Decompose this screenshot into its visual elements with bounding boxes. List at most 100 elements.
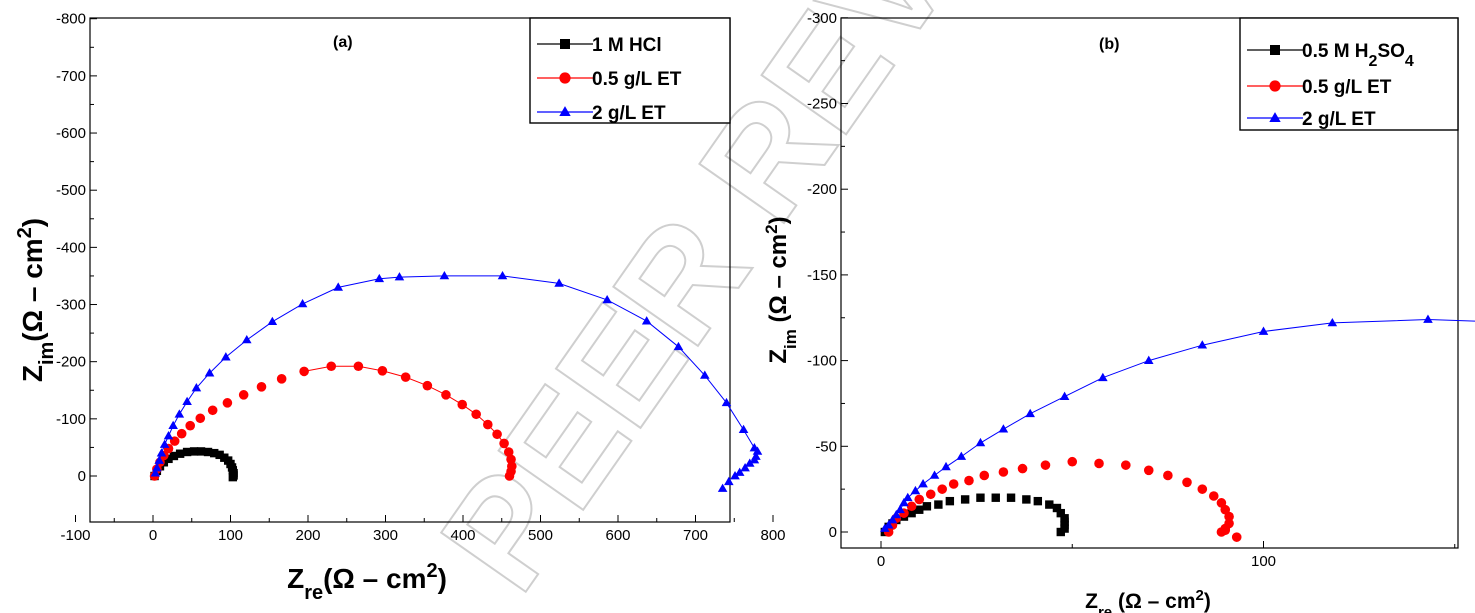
data-point (918, 479, 928, 488)
legend-label: 2 g/L ET (1302, 109, 1376, 130)
data-point (602, 294, 612, 304)
data-point (152, 463, 162, 472)
plot-frame (840, 17, 1459, 549)
data-point (1231, 532, 1242, 542)
data-point (934, 500, 943, 509)
data-point (891, 509, 902, 519)
data-point (914, 494, 925, 505)
data-point (744, 458, 755, 467)
data-point (1163, 470, 1173, 481)
legend-marker (1269, 80, 1281, 92)
x-tick-label: 700 (683, 527, 708, 544)
data-point (749, 455, 760, 464)
legend-marker (1270, 45, 1280, 55)
legend: 0.5 M H2SO4 0.5 g/L ET 2 g/L ET (1239, 17, 1459, 131)
data-point (276, 374, 287, 384)
data-point (1067, 456, 1078, 467)
y-title-part: 2 (14, 227, 36, 238)
data-point (182, 447, 192, 457)
y-tick-label: -700 (56, 68, 86, 85)
y-title-part: ) (765, 216, 792, 224)
data-point (326, 361, 337, 372)
y-tick-label: 0 (78, 468, 86, 485)
data-point (1025, 408, 1035, 418)
data-point (960, 495, 970, 504)
legend: 1 M HCl 0.5 g/L ET 2 g/L ET (529, 17, 731, 124)
data-point (164, 454, 173, 464)
y-title-part: (Ω – cm (765, 234, 792, 329)
legend-label: 0.5 g/L ET (592, 69, 682, 90)
x-title-part: Z (287, 563, 304, 594)
y-title-part: 2 (762, 224, 781, 233)
data-point (176, 428, 187, 439)
legend-marker (560, 39, 570, 49)
data-point (1094, 458, 1104, 469)
data-point (299, 366, 309, 377)
y-tick-label: -50 (815, 438, 837, 455)
series-line (154, 275, 755, 474)
data-point (937, 484, 947, 494)
data-point (353, 361, 364, 372)
data-point (441, 390, 451, 400)
x-axis-title: Zre (Ω – cm2) (1085, 587, 1211, 613)
x-title-part: (Ω – cm (1112, 590, 1195, 613)
panel-a-chart: -100 0 100 200 300 400 500 600 700 800 0 -100 -200 -3… (14, 11, 786, 604)
x-tick-label: 500 (528, 527, 553, 544)
data-point (1056, 508, 1065, 518)
data-point (499, 438, 509, 449)
y-title-part: Z (17, 365, 48, 382)
x-tick-label: 100 (218, 527, 243, 544)
series-line (884, 318, 1475, 529)
data-point (998, 424, 1009, 433)
x-title-part: ) (1204, 590, 1211, 613)
data-point (554, 278, 564, 287)
data-point (941, 461, 951, 471)
legend-label-part: 0.5 g/L ET (1302, 77, 1392, 98)
legend-marker (1269, 112, 1281, 122)
data-point (189, 447, 199, 456)
data-point (964, 475, 974, 486)
y-tick-label: -100 (56, 411, 86, 428)
x-tick-label: 600 (605, 527, 630, 544)
data-point (700, 370, 710, 379)
y-axis-title: Zim (Ω – cm2) (762, 216, 800, 363)
y-tick-label: 0 (829, 524, 837, 541)
x-title-part: 2 (1196, 587, 1204, 604)
panel-b-chart: 01002003000-50-100-150-200-250-300(b)0.5… (762, 10, 1475, 613)
data-point (1143, 465, 1154, 476)
data-point (210, 448, 219, 458)
data-point (883, 520, 894, 529)
data-point (175, 449, 185, 458)
data-point (922, 502, 932, 511)
data-point (497, 270, 508, 280)
data-point (673, 341, 684, 351)
data-point (752, 446, 763, 455)
data-point (998, 467, 1009, 477)
data-point (907, 508, 916, 518)
y-tick-label: -200 (56, 354, 86, 371)
data-point (1197, 484, 1208, 494)
data-point (483, 419, 493, 430)
data-point (154, 455, 164, 464)
data-point (887, 515, 898, 524)
data-point (168, 420, 178, 430)
legend-marker (559, 72, 571, 84)
data-point (238, 390, 249, 400)
data-point (1197, 340, 1208, 349)
legend-label: 0.5 g/L ET (1302, 77, 1392, 98)
y-tick-label: -600 (56, 125, 86, 142)
data-point (724, 476, 734, 486)
data-point (738, 424, 749, 434)
x-title-part: (Ω – cm (323, 563, 426, 594)
data-point (925, 489, 936, 500)
data-point (979, 470, 990, 481)
data-point (163, 431, 174, 440)
panel-label: (b) (1099, 36, 1119, 53)
data-point (182, 396, 192, 406)
legend-box (1239, 17, 1459, 131)
data-point (1327, 317, 1338, 327)
y-tick-label: -300 (807, 10, 837, 27)
panel-label: (a) (333, 34, 353, 51)
data-point (471, 409, 481, 420)
data-point (159, 439, 170, 448)
